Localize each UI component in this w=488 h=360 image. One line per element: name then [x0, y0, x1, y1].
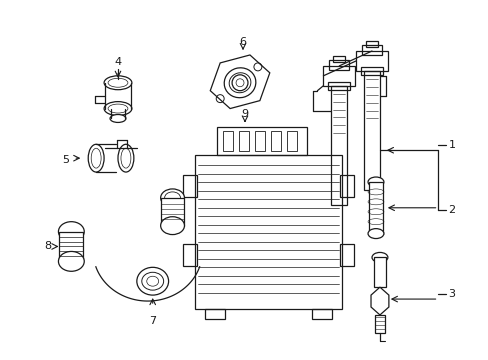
Bar: [355, 51, 387, 71]
Bar: [60, 231, 83, 261]
Ellipse shape: [118, 144, 134, 172]
Bar: [239, 131, 248, 151]
Ellipse shape: [161, 189, 184, 207]
Ellipse shape: [104, 102, 132, 116]
Bar: [254, 131, 264, 151]
Bar: [373, 257, 385, 287]
Ellipse shape: [371, 252, 387, 262]
Bar: [366, 41, 377, 47]
Ellipse shape: [137, 267, 168, 295]
Ellipse shape: [88, 144, 104, 172]
Polygon shape: [370, 287, 388, 315]
Bar: [360, 67, 382, 75]
Bar: [328, 60, 348, 70]
Ellipse shape: [59, 251, 84, 271]
Bar: [340, 244, 353, 266]
Bar: [312, 309, 332, 319]
Bar: [286, 131, 296, 151]
Bar: [368, 182, 382, 234]
Bar: [183, 244, 197, 266]
Ellipse shape: [110, 114, 126, 122]
Bar: [374, 315, 384, 333]
Bar: [333, 56, 345, 62]
Text: 9: 9: [241, 109, 248, 120]
Ellipse shape: [161, 217, 184, 235]
Ellipse shape: [367, 177, 383, 187]
Bar: [327, 82, 349, 90]
Bar: [195, 155, 342, 309]
Bar: [340, 175, 353, 197]
Ellipse shape: [104, 76, 132, 90]
Polygon shape: [210, 55, 269, 109]
Bar: [364, 71, 379, 190]
Bar: [223, 131, 233, 151]
Bar: [161, 198, 184, 226]
Bar: [270, 131, 280, 151]
Text: 4: 4: [114, 57, 122, 67]
Bar: [183, 175, 197, 197]
Ellipse shape: [224, 68, 255, 98]
Bar: [205, 309, 224, 319]
Text: 1: 1: [447, 140, 454, 150]
Bar: [361, 45, 381, 55]
Bar: [331, 86, 346, 205]
Text: 5: 5: [62, 155, 69, 165]
Text: 8: 8: [44, 242, 51, 252]
Text: 6: 6: [239, 37, 246, 47]
Text: 2: 2: [447, 205, 455, 215]
Text: 3: 3: [447, 289, 454, 299]
Bar: [217, 127, 306, 155]
Ellipse shape: [59, 222, 84, 242]
Text: 7: 7: [149, 316, 156, 326]
Ellipse shape: [367, 229, 383, 239]
Bar: [323, 66, 354, 86]
